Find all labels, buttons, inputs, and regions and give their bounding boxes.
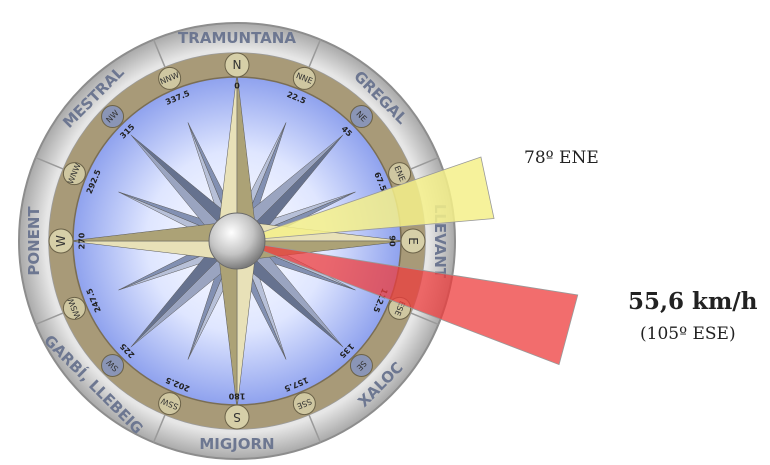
point-badge [400,228,426,254]
point-badge [48,228,74,254]
wind-divider [410,312,439,326]
wind-divider [35,156,64,170]
degree-label: 180 [228,392,245,401]
degree-label: 90 [388,235,397,247]
point-label: S [233,410,241,424]
direction-arrow [236,156,495,242]
degree-label: 270 [78,232,87,249]
wind-divider [152,414,166,443]
point-badge [101,353,125,377]
wind-name-label: PONENT [25,206,43,276]
wind-arrow [236,240,579,366]
point-badge [224,52,250,78]
wind-divider [35,312,64,326]
point-badge [158,392,182,416]
point-badge [349,353,373,377]
degree-label: 0 [234,82,240,91]
direction-readout: 78º ENE [524,148,599,168]
wind-name-label: TRAMUNTANA [178,29,296,47]
point-badge [158,66,182,90]
wind-dividers [35,39,439,443]
compass-star [68,72,406,410]
point-label: E [406,237,420,245]
point-badge [62,162,86,186]
wind-divider [152,39,166,68]
point-badge [62,296,86,320]
point-label: N [233,58,242,72]
wind-divider [410,156,439,170]
point-label: W [54,235,68,247]
wind-name-label: MIGJORN [199,435,274,453]
point-badge [292,392,316,416]
wind-direction-readout: (105º ESE) [640,324,736,344]
center-hub [208,212,266,270]
point-badge [101,105,125,129]
point-badge [224,404,250,430]
wind-speed-readout: 55,6 km/h [628,288,758,315]
wind-divider [308,39,322,68]
point-badge [349,105,373,129]
point-badge [292,66,316,90]
wind-divider [308,414,322,443]
